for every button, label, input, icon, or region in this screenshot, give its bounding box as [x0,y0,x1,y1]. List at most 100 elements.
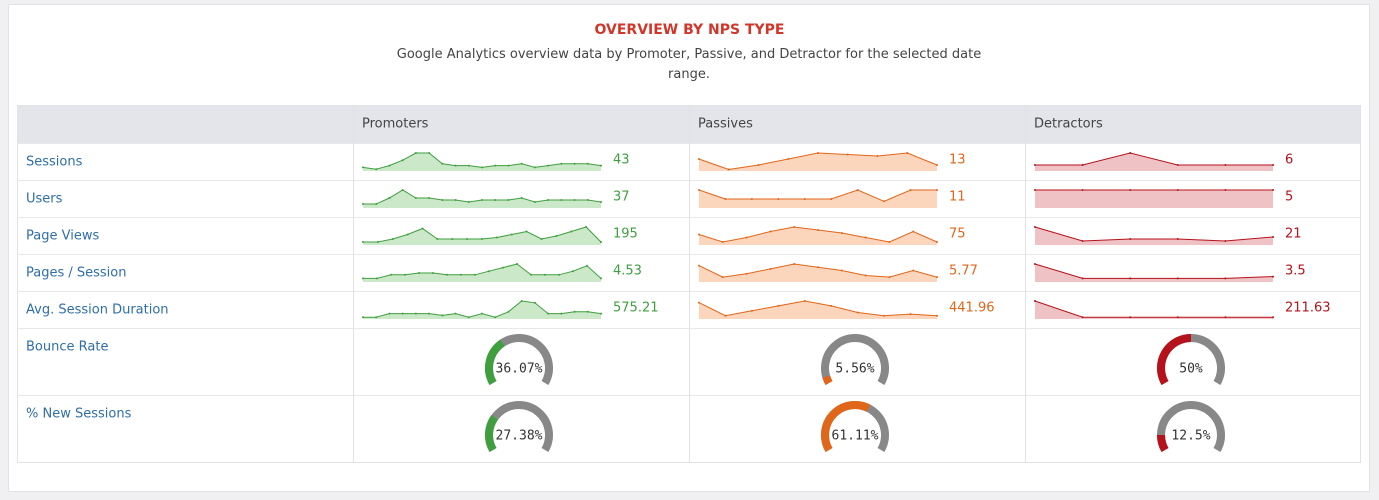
sparkline-dot [1129,277,1132,280]
sparkline-dot [481,312,483,315]
sparkline-dot [428,152,431,154]
sparkline-dot [388,312,391,315]
sparkline-dot [421,227,424,230]
sparkline-dot [909,189,912,191]
metric-name: Page Views [26,229,99,244]
sparkline-dot [724,198,727,200]
sparkline-dot [936,241,938,243]
sparkline-dot [520,300,523,302]
sparkline-dot [830,304,833,307]
sparkline-dot [793,226,796,228]
sparkline-dot [936,189,938,191]
sparkline-dot [446,273,448,276]
gauge-value [485,415,499,452]
sparkline-dot [375,168,378,171]
metric-value: 211.63 [1285,301,1331,316]
sparkline-dot [1176,164,1179,166]
sparkline [698,300,938,317]
sparkline [1034,226,1274,242]
sparkline-dot [362,316,364,319]
header-row [17,105,1360,143]
sparkline-dot [1129,316,1132,319]
sparkline-dot [586,199,589,201]
sparkline-dot [745,272,748,275]
metric-value: 75 [949,227,966,242]
sparkline-dot [540,238,543,240]
sparkline-dot [1224,189,1227,191]
sparkline-dot [856,189,859,191]
metric-value: 3.5 [1285,264,1306,279]
sparkline-dot [883,200,886,203]
sparkline-dot [555,235,558,237]
sparkline-area [699,153,937,171]
sparkline-dot [494,164,497,167]
sparkline-dot [769,267,772,270]
sparkline-dot [777,304,780,307]
sparkline-dot [467,201,470,203]
sparkline-dot [560,199,563,201]
sparkline-dot [414,197,417,199]
sparkline-dot [1034,263,1036,265]
sparkline-area [699,301,937,319]
metric-name: Avg. Session Duration [26,303,169,318]
sparkline-dot [1224,164,1227,166]
sparkline-dot [547,312,550,315]
sparkline-dot [750,198,753,200]
sparkline-dot [516,263,518,265]
sparkline-area [1035,190,1273,208]
sparkline-dot [1272,236,1274,238]
sparkline-dot [1034,300,1036,302]
sparkline-dot [698,189,700,191]
title: OVERVIEW BY NPS TYPE [594,22,785,38]
gauge-value [821,401,871,452]
sparkline-dot [936,276,938,279]
sparkline-dot [495,236,498,239]
sparkline-dot [909,313,912,316]
sparkline-dot [418,272,420,274]
sparkline-dot [803,300,806,302]
sparkline-area [1035,153,1273,171]
sparkline-dot [375,316,378,319]
metric-value: 13 [949,153,966,168]
metric-value: 11 [949,190,966,205]
gauge-label: 5.56% [835,362,874,377]
sparkline-dot [1034,189,1036,191]
sparkline-dot [573,199,576,201]
sparkline-dot [510,233,513,236]
sparkline-dot [600,201,602,203]
sparkline-dot [494,199,497,201]
sparkline-dot [467,316,470,319]
sparkline-dot [876,155,879,157]
gauge-name: % New Sessions [26,407,132,422]
sparkline-dot [414,152,417,154]
sparkline-dot [451,238,454,240]
sparkline-dot [560,312,563,315]
sparkline-dot [547,164,550,167]
gauge-label: 27.38% [496,429,543,444]
sparkline-dot [1224,316,1227,319]
sparkline-dot [520,162,523,165]
sparkline-dot [466,238,469,240]
gauge-track [1157,401,1225,452]
sparkline-dot [481,238,483,240]
sparkline-area [699,264,937,282]
sparkline-dot [830,198,833,200]
sparkline-dot [544,273,546,276]
sparkline-dot [888,241,891,243]
sparkline-dot [428,197,431,199]
sparkline [1034,263,1274,279]
sparkline-dot [1034,164,1036,166]
sparkline-dot [460,273,462,276]
sparkline-dot [436,238,439,240]
sparkline-dot [454,164,457,167]
sparkline-dot [441,162,444,165]
sparkline-dot [1081,240,1084,242]
sparkline-dot [1081,189,1084,191]
metric-value: 575.21 [613,301,659,316]
sparkline-dot [432,272,434,274]
sparkline-dot [1129,189,1132,191]
sparkline-dot [558,273,560,276]
gauge-value [1157,334,1192,385]
sparkline-dot [362,203,364,205]
